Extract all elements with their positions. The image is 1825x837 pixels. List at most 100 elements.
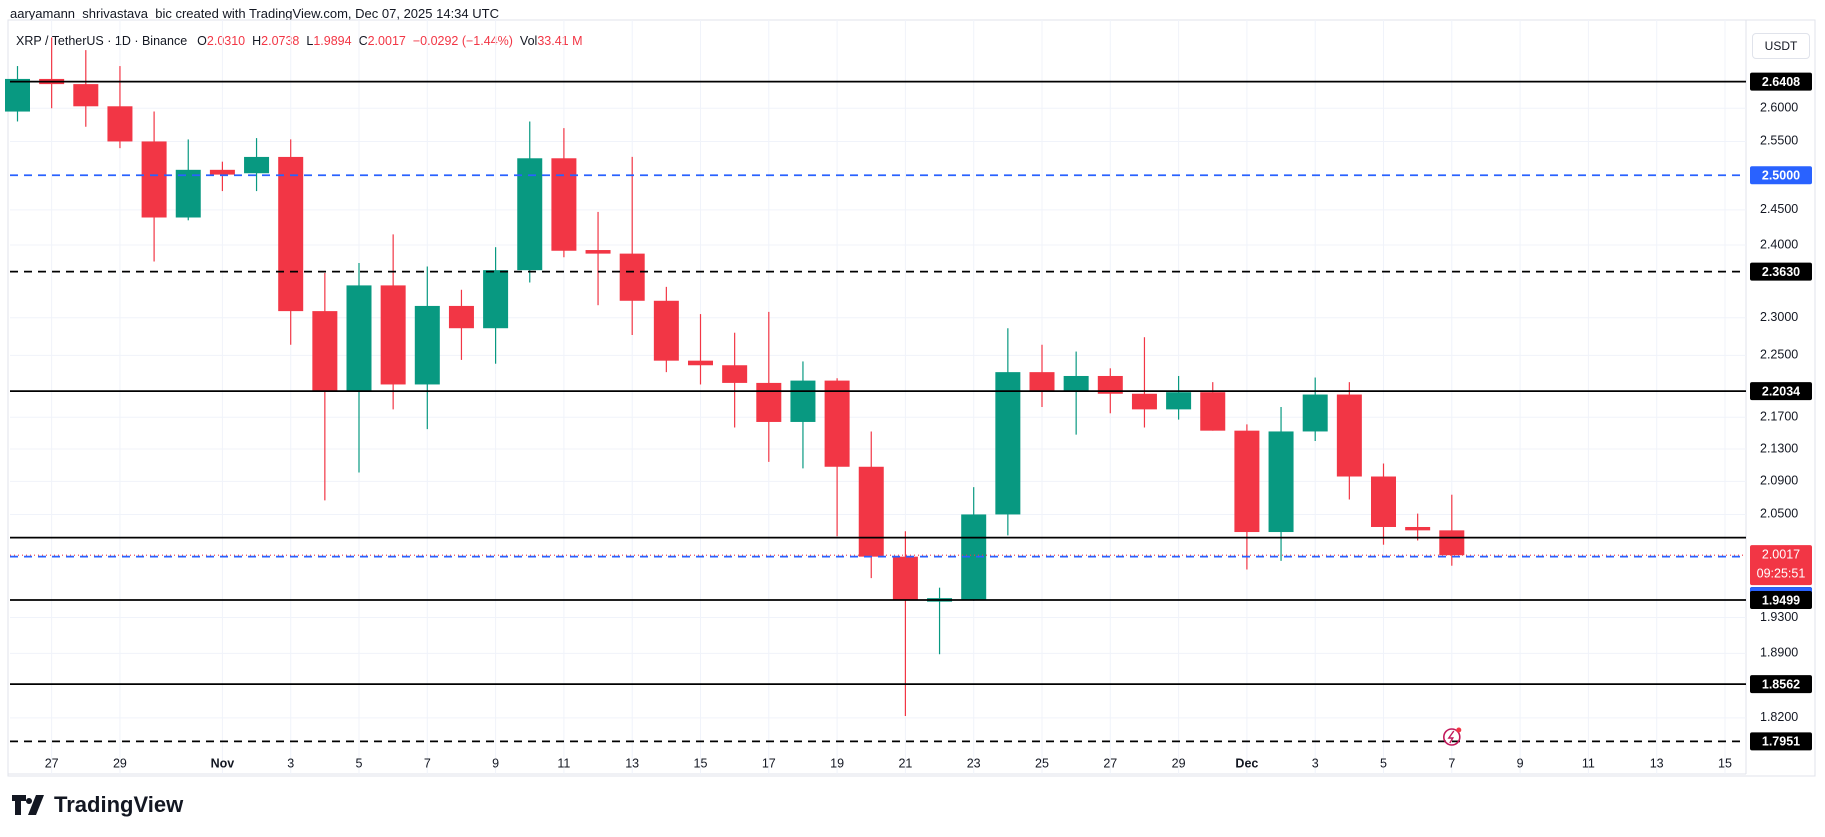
candle-body (858, 466, 884, 557)
candle-body (5, 78, 30, 112)
candle-body (346, 285, 372, 392)
y-tick-label: 2.0500 (1760, 507, 1798, 521)
candle-body (414, 305, 440, 385)
x-tick-label: Nov (211, 756, 235, 770)
level-label: 1.9499 (1762, 593, 1800, 607)
volume-key: Vol (519, 34, 538, 48)
level-label: 2.5000 (1762, 169, 1800, 183)
brand-name: TradingView (54, 792, 184, 817)
candle-body (824, 380, 850, 467)
x-tick-label: 19 (830, 756, 844, 770)
plot-frame (7, 19, 1816, 777)
x-tick-label: 13 (1650, 756, 1664, 770)
x-tick-label: 13 (625, 756, 639, 770)
ohlc: O2.0310 H2.0738 L1.9894 C2.0017 (197, 34, 413, 48)
x-tick-label: 3 (287, 756, 294, 770)
y-tick-label: 2.1700 (1760, 410, 1798, 424)
y-tick-label: 2.4000 (1760, 237, 1798, 251)
candle-body (1200, 392, 1226, 431)
currency-button[interactable]: USDT (1752, 33, 1810, 59)
candle-body (1439, 530, 1465, 556)
candle-body (1302, 394, 1328, 432)
level-label-bg (1750, 262, 1812, 281)
candle-body (1166, 392, 1192, 410)
level-label-bg (1750, 590, 1812, 609)
x-tick-label: 5 (356, 756, 363, 770)
x-tick-label: Dec (1235, 756, 1258, 770)
volume: 33.41 M (537, 34, 583, 48)
y-tick-label: 2.6000 (1760, 101, 1798, 115)
x-tick-label: 7 (1448, 756, 1455, 770)
x-tick-label: 21 (898, 756, 912, 770)
candle-body (756, 382, 782, 422)
candle-body (209, 169, 235, 175)
level-label-bg (1750, 72, 1812, 91)
candle-body (1336, 394, 1362, 477)
candle-body (722, 365, 748, 383)
candle-body (1029, 372, 1055, 391)
level-label-bg (1750, 382, 1812, 401)
candle-body (107, 106, 133, 142)
candle-body (1131, 393, 1157, 410)
level-label: 2.3630 (1762, 265, 1800, 279)
x-tick-label: 25 (1035, 756, 1049, 770)
x-tick-label: 15 (694, 756, 708, 770)
change: −0.0292 (−1.44%) (412, 34, 513, 48)
ohlc-key: O (197, 34, 207, 48)
y-tick-label: 1.8900 (1760, 646, 1798, 660)
x-tick-label: 27 (1103, 756, 1117, 770)
x-tick-label: 7 (424, 756, 431, 770)
brand: TradingView (12, 792, 183, 818)
level-label: 1.7951 (1762, 735, 1800, 749)
level-label-bg (1750, 732, 1812, 751)
candle-body (175, 169, 201, 218)
ohlc-key: C (358, 34, 368, 48)
event-icon-dot (1456, 727, 1462, 733)
candle-body (73, 84, 99, 107)
candle-body (517, 158, 543, 271)
x-tick-label: 29 (113, 756, 127, 770)
y-tick-label: 2.0900 (1760, 474, 1798, 488)
level-label-bg (1750, 675, 1812, 694)
x-tick-label: 27 (45, 756, 59, 770)
y-tick-label: 1.8200 (1760, 710, 1798, 724)
candle-body (653, 300, 679, 361)
symbol: XRP / TetherUS · 1D · Binance (16, 34, 188, 48)
x-tick-label: 29 (1172, 756, 1186, 770)
candle-body (1371, 476, 1396, 527)
x-tick-label: 9 (492, 756, 499, 770)
candle-body (380, 285, 406, 385)
candle-body (1097, 375, 1123, 394)
y-tick-label: 2.1300 (1760, 441, 1798, 455)
level-label-bg (1750, 166, 1812, 185)
y-tick-label: 1.9300 (1760, 610, 1798, 624)
last-price-bg (1750, 545, 1812, 586)
candle-body (995, 372, 1021, 515)
level-label: 2.6408 (1762, 75, 1800, 89)
candle-body (1268, 431, 1294, 533)
candle-body (688, 360, 713, 366)
ohlc-key: L (306, 34, 314, 48)
candle-body (278, 156, 304, 312)
candle-body (141, 141, 167, 218)
x-tick-label: 11 (557, 756, 570, 770)
x-tick-label: 15 (1718, 756, 1732, 770)
y-tick-label: 2.5500 (1760, 134, 1798, 148)
x-tick-label: 5 (1380, 756, 1387, 770)
x-tick-label: 9 (1517, 756, 1524, 770)
last-price-label: 2.0017 (1762, 547, 1800, 561)
level-label: 2.2034 (1762, 384, 1800, 398)
ohlc-value: 2.0738 (261, 34, 300, 48)
symbol-legend: XRP / TetherUS · 1D · Binance O2.0310 H2.0… (16, 34, 589, 48)
x-tick-label: 17 (762, 756, 776, 770)
candle-body (1234, 430, 1260, 533)
x-tick-label: 23 (967, 756, 981, 770)
ohlc-key: H (252, 34, 262, 48)
candle-body (551, 158, 577, 251)
candle-body (1405, 526, 1431, 531)
brand-logo (12, 795, 44, 815)
candle-body (1063, 375, 1089, 391)
chart: 2.6000 2.5500 2.4500 2.4000 2.3000 2.2500 2.17… (5, 19, 1816, 777)
attribution: aaryamann_shrivastava_bic created with T… (10, 6, 499, 21)
y-tick-label: 2.4500 (1760, 202, 1798, 216)
